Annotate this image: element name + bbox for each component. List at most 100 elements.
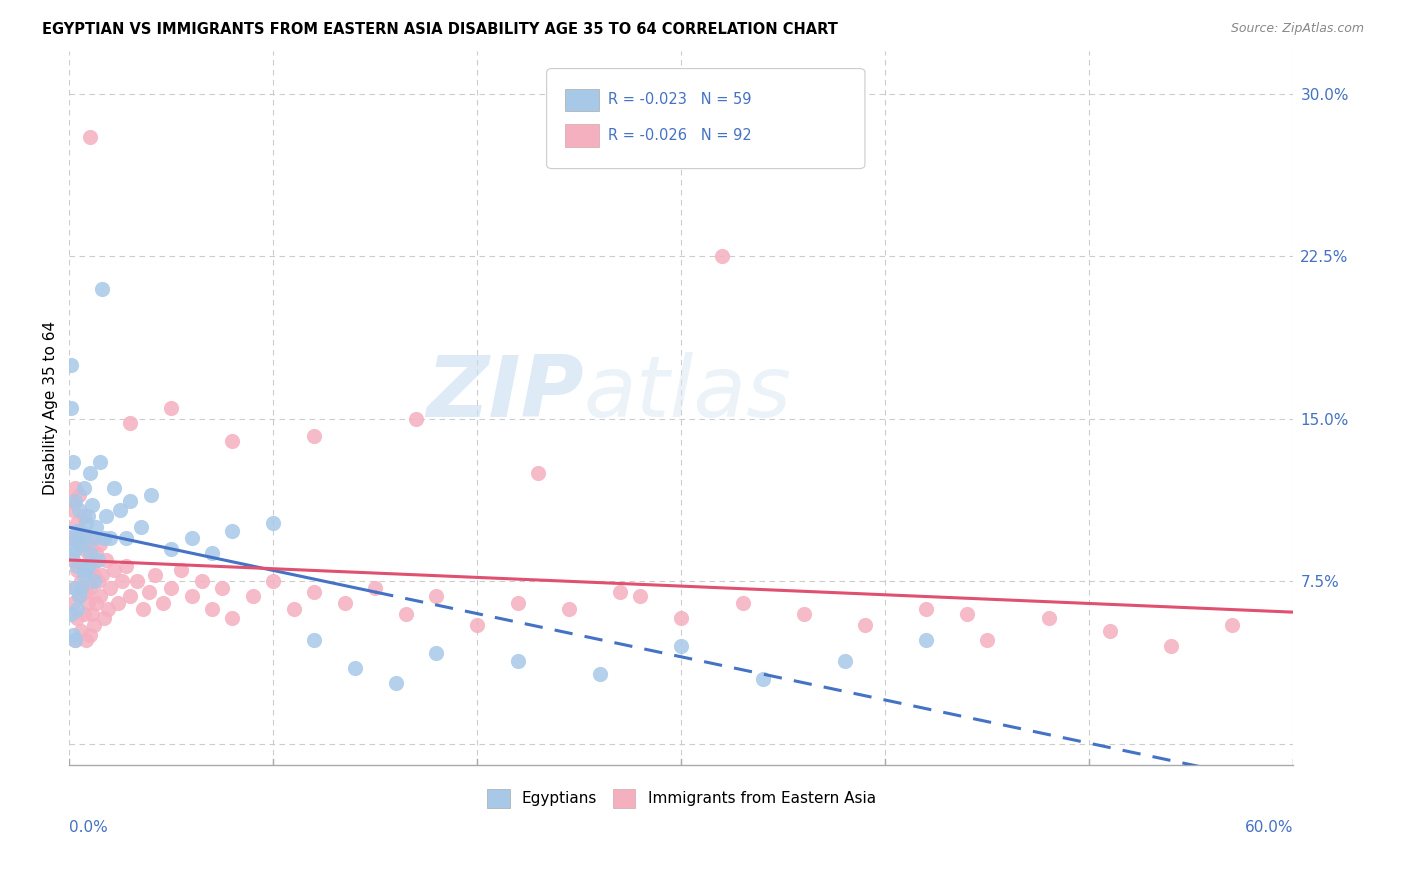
Point (76, 559, 98, 574)
Point (589, 667, 612, 681)
Point (752, 672, 775, 686)
Point (94, 552, 117, 566)
Point (79, 531, 101, 545)
FancyBboxPatch shape (547, 69, 865, 169)
Point (60, 607, 83, 621)
Point (66, 516, 89, 530)
Point (853, 617, 876, 632)
Point (66, 524, 89, 539)
Point (79, 130, 101, 145)
Point (98, 581, 121, 595)
Point (1038, 611, 1060, 625)
Point (138, 585, 160, 599)
Text: 60.0%: 60.0% (1244, 820, 1294, 835)
Text: R = -0.026   N = 92: R = -0.026 N = 92 (607, 128, 752, 143)
Point (80, 559, 103, 574)
Point (65, 541, 87, 556)
Point (115, 559, 138, 574)
Point (75, 585, 97, 599)
Point (395, 607, 418, 621)
Point (609, 585, 631, 599)
Point (527, 466, 550, 480)
Point (79, 581, 101, 595)
Point (65, 632, 87, 647)
Point (76, 596, 98, 610)
Point (558, 602, 581, 616)
Point (87, 552, 110, 566)
Y-axis label: Disability Age 35 to 64: Disability Age 35 to 64 (44, 321, 58, 495)
Point (120, 494, 142, 508)
Point (79, 628, 101, 642)
Point (75, 564, 97, 578)
Point (262, 516, 284, 530)
Point (83, 574, 105, 589)
Text: atlas: atlas (583, 352, 792, 435)
Point (70, 574, 93, 589)
Point (65, 581, 87, 595)
Point (66, 611, 89, 625)
Point (120, 590, 142, 604)
Point (221, 611, 243, 625)
FancyBboxPatch shape (565, 88, 599, 112)
Point (76, 546, 98, 560)
Point (65, 481, 87, 495)
Point (65, 531, 87, 545)
Point (506, 654, 529, 668)
Point (70, 624, 93, 639)
Point (80, 499, 103, 513)
Point (72, 531, 94, 545)
Point (793, 607, 815, 621)
Point (1160, 639, 1182, 653)
Point (333, 596, 356, 610)
Point (131, 602, 153, 616)
Point (671, 611, 693, 625)
Point (67, 488, 90, 502)
Point (915, 602, 938, 616)
Point (84, 546, 107, 560)
Point (70, 581, 93, 595)
Point (75, 632, 97, 647)
Point (67, 590, 90, 604)
Point (111, 574, 134, 589)
Point (67, 590, 90, 604)
Point (62, 503, 84, 517)
Point (465, 617, 488, 632)
Point (66, 602, 89, 616)
Point (139, 488, 162, 502)
Point (103, 564, 125, 578)
Point (75, 537, 97, 551)
Point (120, 416, 142, 430)
Point (170, 564, 193, 578)
Point (60, 531, 83, 545)
Point (67, 537, 90, 551)
Point (76, 509, 98, 524)
Point (302, 429, 325, 443)
Point (125, 574, 148, 589)
Legend: Egyptians, Immigrants from Eastern Asia: Egyptians, Immigrants from Eastern Asia (486, 789, 876, 808)
Point (80, 607, 103, 621)
Point (72, 567, 94, 582)
Point (72, 607, 94, 621)
Point (67, 503, 90, 517)
Point (72, 481, 94, 495)
Point (87, 574, 110, 589)
Point (89, 537, 111, 551)
Point (60, 358, 83, 372)
Point (89, 590, 111, 604)
Point (834, 654, 856, 668)
Point (302, 632, 325, 647)
Point (79, 546, 101, 560)
Point (67, 531, 90, 545)
Point (425, 646, 447, 660)
Point (90, 282, 112, 296)
Point (97, 602, 120, 616)
Point (364, 581, 387, 595)
Point (66, 564, 89, 578)
Point (84, 596, 107, 610)
Point (70, 537, 93, 551)
Point (1098, 624, 1121, 639)
Point (83, 617, 105, 632)
Point (211, 581, 233, 595)
Point (65, 581, 87, 595)
FancyBboxPatch shape (565, 124, 599, 147)
